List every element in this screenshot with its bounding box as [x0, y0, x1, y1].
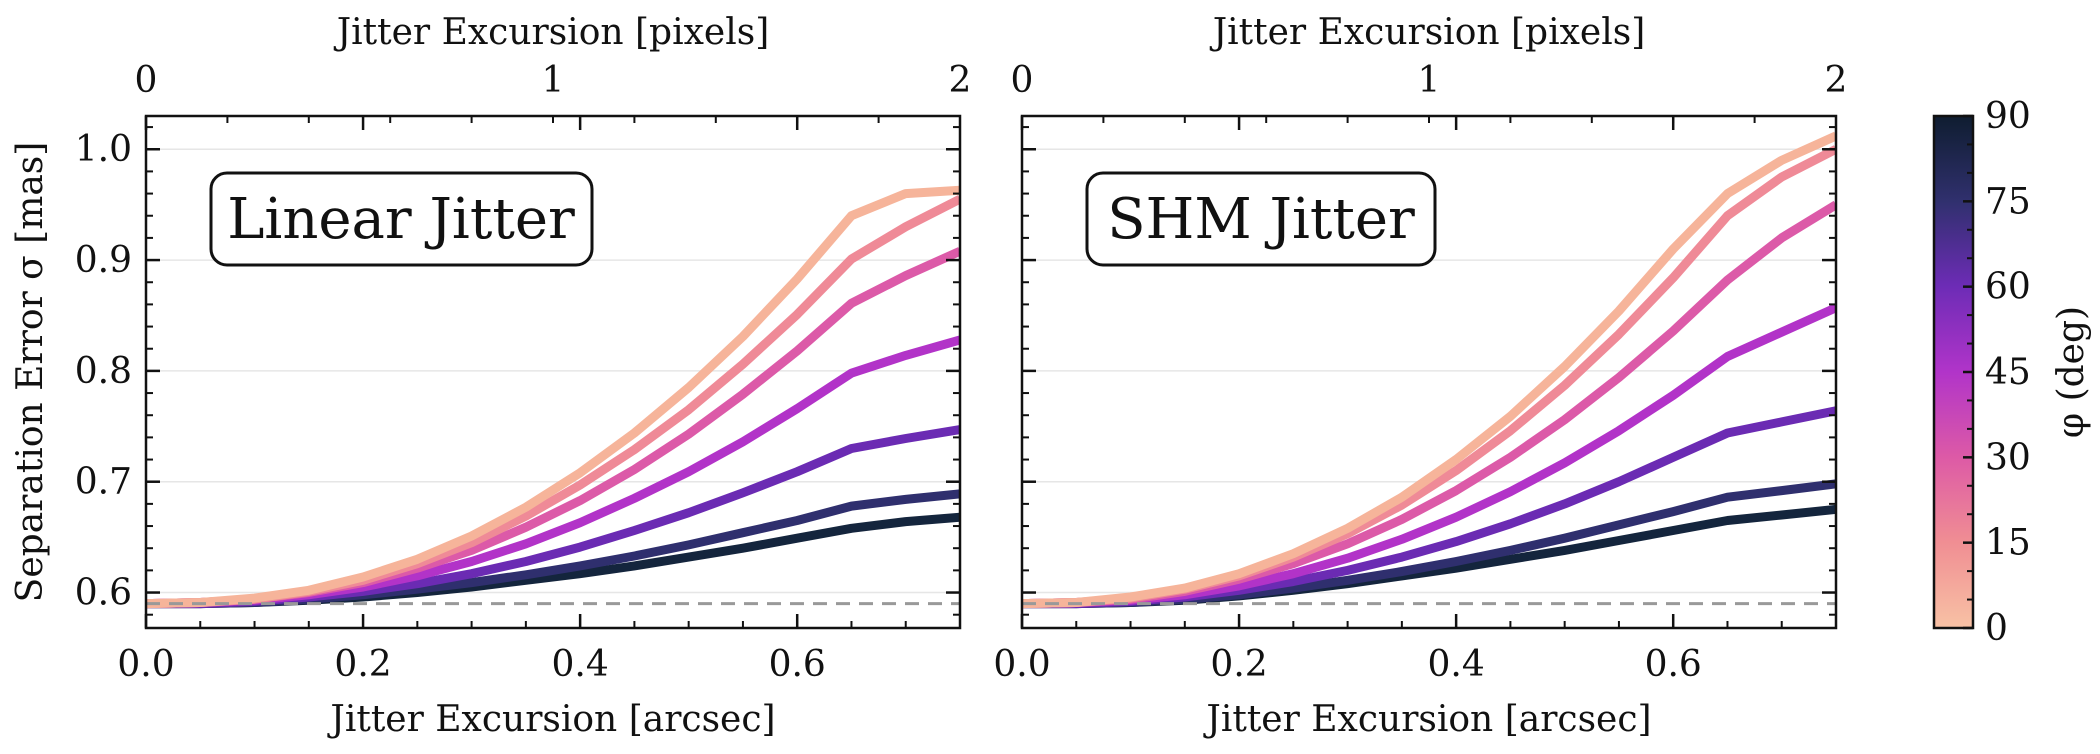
x2-tick-label: 2	[949, 60, 972, 101]
y-tick-label: 0.7	[75, 462, 132, 503]
y-tick-label: 0.6	[75, 573, 132, 614]
colorbar-tick-label: 45	[1985, 352, 2031, 393]
plot-frame	[1020, 114, 1838, 630]
plot-frame	[144, 114, 962, 630]
panel-shm-jitter: 0.0 0.2 0.4 0.6 0 1 2 SHM Jitter Jitter Excurs…	[993, 12, 1847, 740]
series-line-phi-45	[146, 335, 960, 609]
colorbar-tick-label: 15	[1985, 523, 2031, 564]
x-tick-label: 0.6	[769, 644, 826, 685]
x2-axis-title: Jitter Excursion [pixels]	[1209, 12, 1646, 53]
ticks: 0.0 0.2 0.4 0.6 0 1 2	[993, 60, 1847, 685]
y-tick-label: 0.8	[75, 351, 132, 392]
ticks: 0.0 0.2 0.4 0.6 0 1 2 0.6 0.7 0.8 0.9 1.0	[75, 60, 972, 685]
colorbar-ticks: 0 15 30 45 60 75 90	[1963, 96, 2031, 649]
x-axis-title: Jitter Excursion [arcsec]	[326, 699, 775, 740]
panel-label: SHM Jitter	[1085, 171, 1437, 267]
x-tick-label: 0.4	[1428, 644, 1485, 685]
x-axis-title: Jitter Excursion [arcsec]	[1202, 699, 1651, 740]
panel-label-text: SHM Jitter	[1107, 187, 1415, 252]
data-lines	[146, 185, 960, 609]
colorbar-tick-label: 60	[1985, 267, 2031, 308]
x-tick-label: 0.0	[117, 644, 174, 685]
panel-label-text: Linear Jitter	[227, 187, 575, 252]
panel-linear-jitter: 0.0 0.2 0.4 0.6 0 1 2 0.6 0.7 0.8 0.9 1.0 Linear Ji…	[10, 12, 971, 740]
x2-tick-label: 1	[1418, 60, 1441, 101]
x-tick-label: 0.4	[552, 644, 609, 685]
y-tick-label: 0.9	[75, 240, 132, 281]
x2-tick-label: 0	[1011, 60, 1034, 101]
x2-axis-title: Jitter Excursion [pixels]	[333, 12, 770, 53]
panel-label-box	[1085, 171, 1437, 267]
series-line-phi-0	[1022, 131, 1836, 609]
panel-label-box	[209, 171, 594, 267]
colorbar-tick-label: 75	[1985, 181, 2031, 222]
x2-tick-label: 2	[1825, 60, 1848, 101]
x-tick-label: 0.2	[334, 644, 391, 685]
y-axis-title: Separation Error σ [mas]	[10, 142, 51, 603]
series-line-phi-45	[1022, 303, 1836, 609]
colorbar-label: φ (deg)	[2051, 306, 2092, 438]
x2-tick-label: 0	[135, 60, 158, 101]
colorbar-tick-label: 0	[1985, 608, 2008, 649]
series-line-phi-0	[146, 185, 960, 609]
colorbar: 0 15 30 45 60 75 90 φ (deg)	[1932, 96, 2092, 649]
colorbar-tick-label: 90	[1985, 96, 2031, 137]
x-tick-label: 0.2	[1210, 644, 1267, 685]
x-tick-label: 0.6	[1645, 644, 1702, 685]
data-lines	[1022, 131, 1836, 609]
x2-tick-label: 1	[542, 60, 565, 101]
colorbar-tick-label: 30	[1985, 437, 2031, 478]
panel-label: Linear Jitter	[209, 171, 594, 267]
x-tick-label: 0.0	[993, 644, 1050, 685]
y-tick-label: 1.0	[75, 129, 132, 170]
